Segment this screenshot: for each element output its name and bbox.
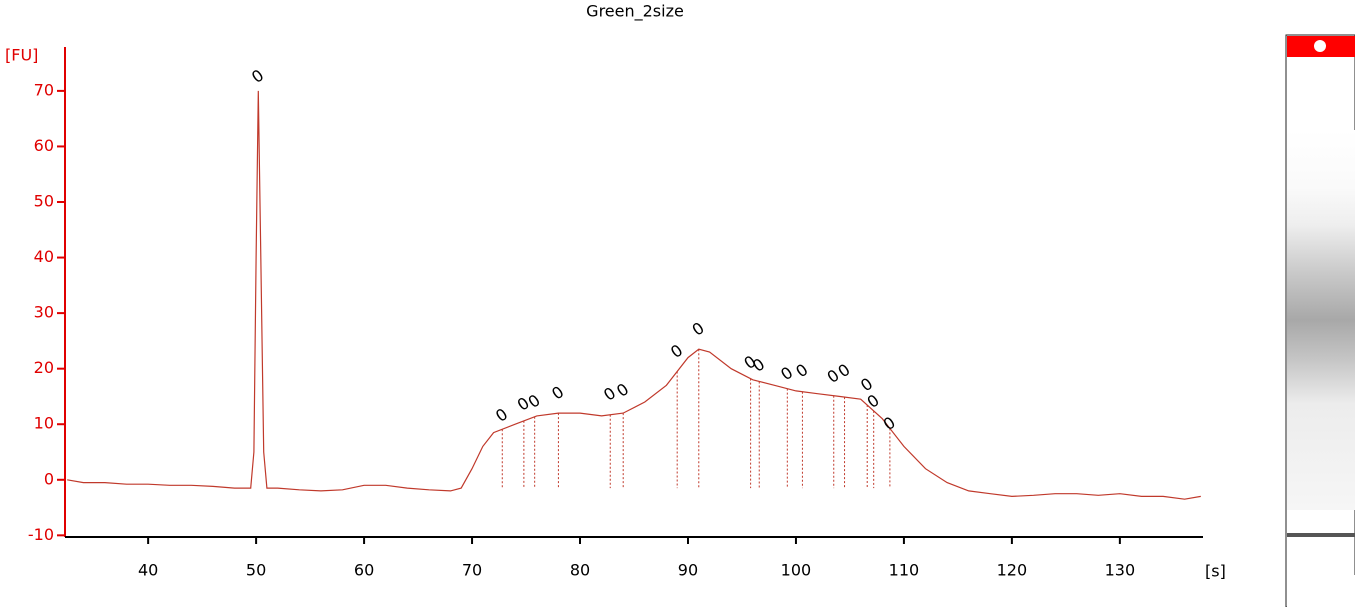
gel-band bbox=[1287, 533, 1355, 537]
y-tick-label: 10 bbox=[34, 414, 54, 433]
gel-lane bbox=[1285, 34, 1355, 607]
x-tick-label: 40 bbox=[138, 561, 158, 580]
peak-label: 0 bbox=[880, 413, 899, 434]
peak-label: 0 bbox=[667, 340, 686, 361]
x-tick-label: 130 bbox=[1105, 561, 1136, 580]
x-tick-label: 90 bbox=[678, 561, 698, 580]
y-tick-label: -10 bbox=[28, 525, 54, 544]
gel-marker-dot bbox=[1314, 40, 1326, 52]
y-tick-label: 30 bbox=[34, 303, 54, 322]
y-tick-label: 20 bbox=[34, 358, 54, 377]
y-tick-label: 60 bbox=[34, 136, 54, 155]
x-tick-label: 50 bbox=[246, 561, 266, 580]
y-axis-label: [FU] bbox=[5, 46, 38, 65]
y-tick-label: 0 bbox=[44, 469, 54, 488]
peak-label: 0 bbox=[492, 404, 511, 425]
x-tick-label: 60 bbox=[354, 561, 374, 580]
peak-label: 0 bbox=[248, 65, 267, 86]
x-axis-label: [s] bbox=[1205, 562, 1226, 581]
y-tick-label: 50 bbox=[34, 192, 54, 211]
peak-label: 0 bbox=[548, 382, 567, 403]
x-tick-label: 120 bbox=[997, 561, 1028, 580]
x-tick-label: 70 bbox=[462, 561, 482, 580]
trace bbox=[67, 90, 1201, 500]
x-tick-label: 100 bbox=[781, 561, 812, 580]
y-tick-label: 40 bbox=[34, 247, 54, 266]
peak-label: 0 bbox=[689, 318, 708, 339]
gel-smear bbox=[1287, 130, 1355, 510]
chart-title: Green_2size bbox=[586, 2, 684, 22]
peak-label: 0 bbox=[863, 390, 882, 411]
y-tick-label: 70 bbox=[34, 80, 54, 99]
peak-label: 0 bbox=[857, 374, 876, 395]
gel-bottom bbox=[1287, 575, 1355, 607]
x-tick-label: 80 bbox=[570, 561, 590, 580]
x-tick-label: 110 bbox=[889, 561, 920, 580]
